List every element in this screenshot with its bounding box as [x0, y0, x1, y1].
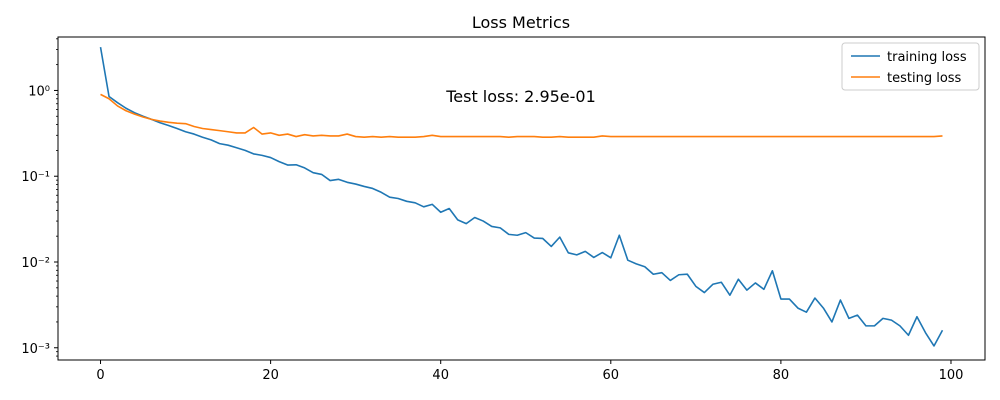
series-layer	[99, 46, 944, 347]
axes-frame	[57, 36, 986, 361]
legend-box	[841, 42, 980, 91]
plot-area: 0 20 40 60 80 100 10⁻³ 10⁻² 10⁻¹ 10⁰	[21, 36, 986, 383]
chart-title: Loss Metrics	[472, 13, 570, 32]
x-tick-label: 0	[96, 368, 104, 383]
test-loss-annotation: Test loss: 2.95e-01	[445, 87, 596, 106]
x-axis: 0 20 40 60 80 100	[96, 360, 963, 383]
y-tick-label: 10⁻³	[21, 342, 50, 357]
series-line-0	[99, 46, 944, 347]
x-tick-label: 40	[432, 368, 449, 383]
legend-label-training: training loss	[887, 50, 967, 65]
legend: training loss testing loss	[841, 42, 980, 91]
y-tick-label: 10⁻¹	[21, 170, 50, 185]
legend-label-testing: testing loss	[887, 71, 962, 86]
y-axis: 10⁻³ 10⁻² 10⁻¹ 10⁰	[21, 38, 58, 357]
x-tick-label: 80	[773, 368, 790, 383]
x-tick-label: 60	[603, 368, 620, 383]
y-tick-label: 10⁰	[28, 84, 50, 99]
y-tick-label: 10⁻²	[21, 256, 50, 271]
x-tick-label: 20	[262, 368, 279, 383]
series-line-1	[100, 93, 943, 139]
x-tick-label: 100	[939, 368, 964, 383]
